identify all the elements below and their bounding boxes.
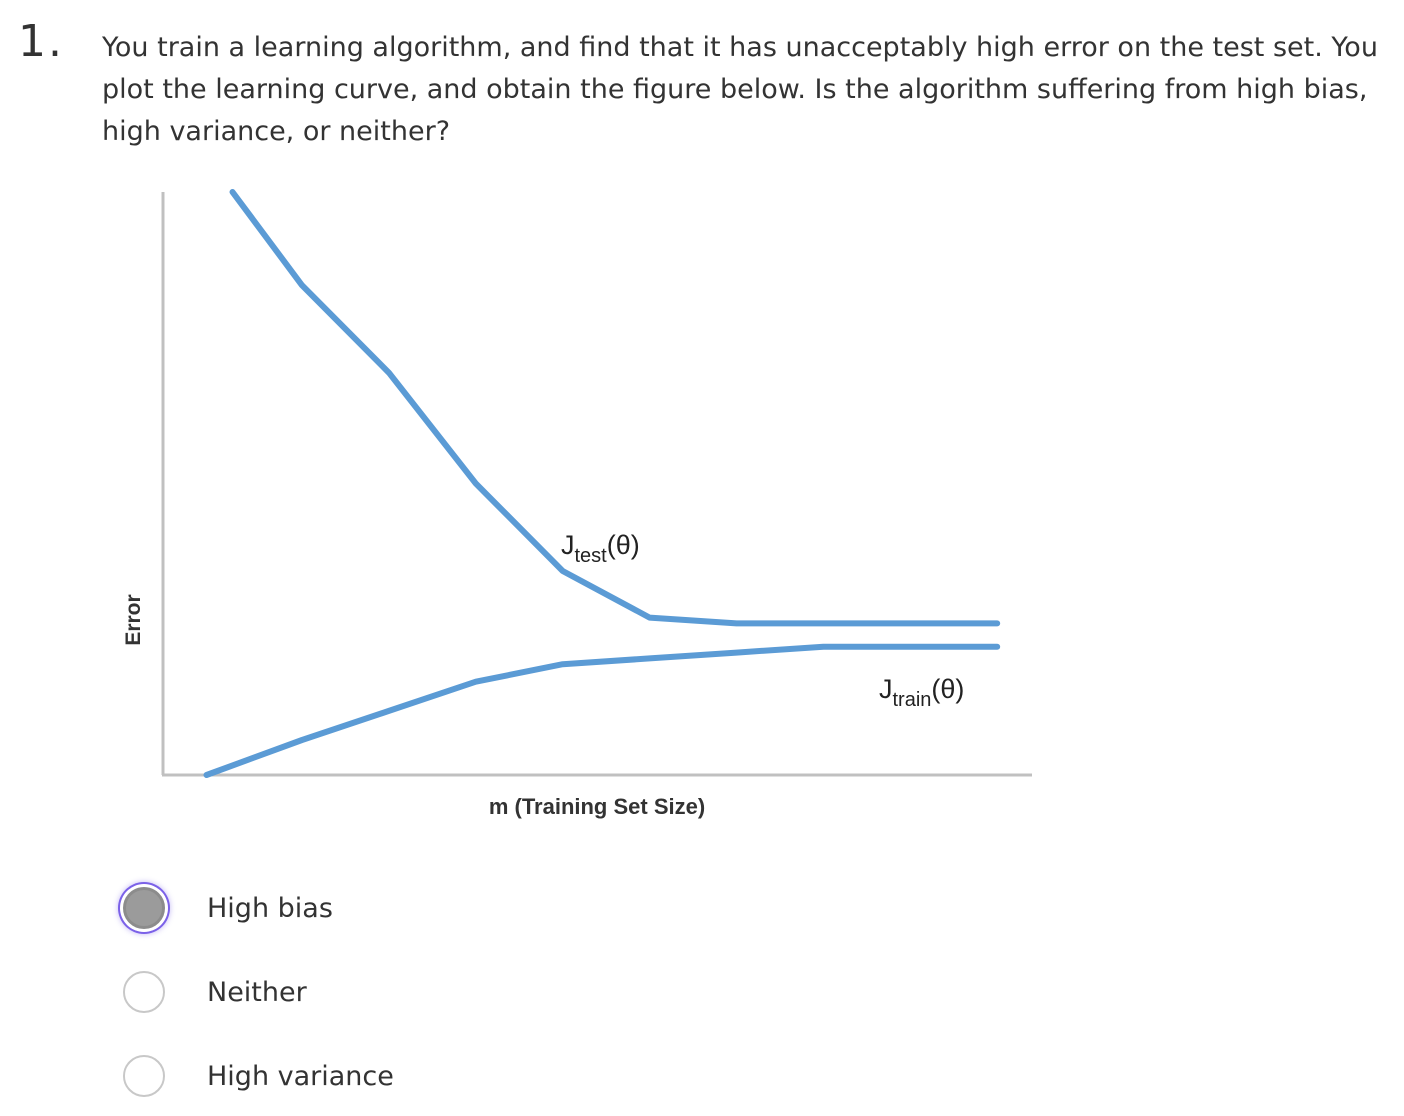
option-neither[interactable]: Neither: [120, 962, 720, 1022]
y-axis-label: Error: [122, 594, 145, 645]
x-axis-label: m (Training Set Size): [489, 794, 705, 819]
test-curve-label-main: J: [561, 530, 575, 560]
option-high-bias[interactable]: High bias: [120, 878, 720, 938]
test-curve-label-subscript: test: [575, 545, 608, 567]
radio-neither[interactable]: [123, 971, 165, 1013]
question-number: 1.: [18, 16, 64, 67]
series-line-train: [203, 643, 1001, 778]
option-label-high-bias[interactable]: High bias: [207, 892, 333, 924]
train-curve-label-arg: (θ): [931, 674, 964, 704]
train-curve-label-subscript: train: [893, 689, 932, 711]
radio-high-bias[interactable]: [123, 887, 165, 929]
question-text: You train a learning algorithm, and find…: [102, 32, 1378, 147]
train-curve-label-main: J: [879, 674, 893, 704]
train-curve-label: Jtrain(θ): [879, 674, 964, 711]
learning-curve-chart: Error m (Training Set Size) Jtest(θ) Jtr…: [122, 189, 1032, 819]
option-label-high-variance[interactable]: High variance: [207, 1060, 394, 1092]
test-curve-label-arg: (θ): [607, 530, 640, 560]
radio-high-variance[interactable]: [123, 1055, 165, 1097]
series-line-test: [229, 189, 1001, 627]
test-curve-label: Jtest(θ): [561, 530, 640, 567]
option-label-neither[interactable]: Neither: [207, 976, 307, 1008]
option-high-variance[interactable]: High variance: [120, 1046, 720, 1106]
learning-curve-figure: Error m (Training Set Size) Jtest(θ) Jtr…: [100, 180, 1060, 840]
